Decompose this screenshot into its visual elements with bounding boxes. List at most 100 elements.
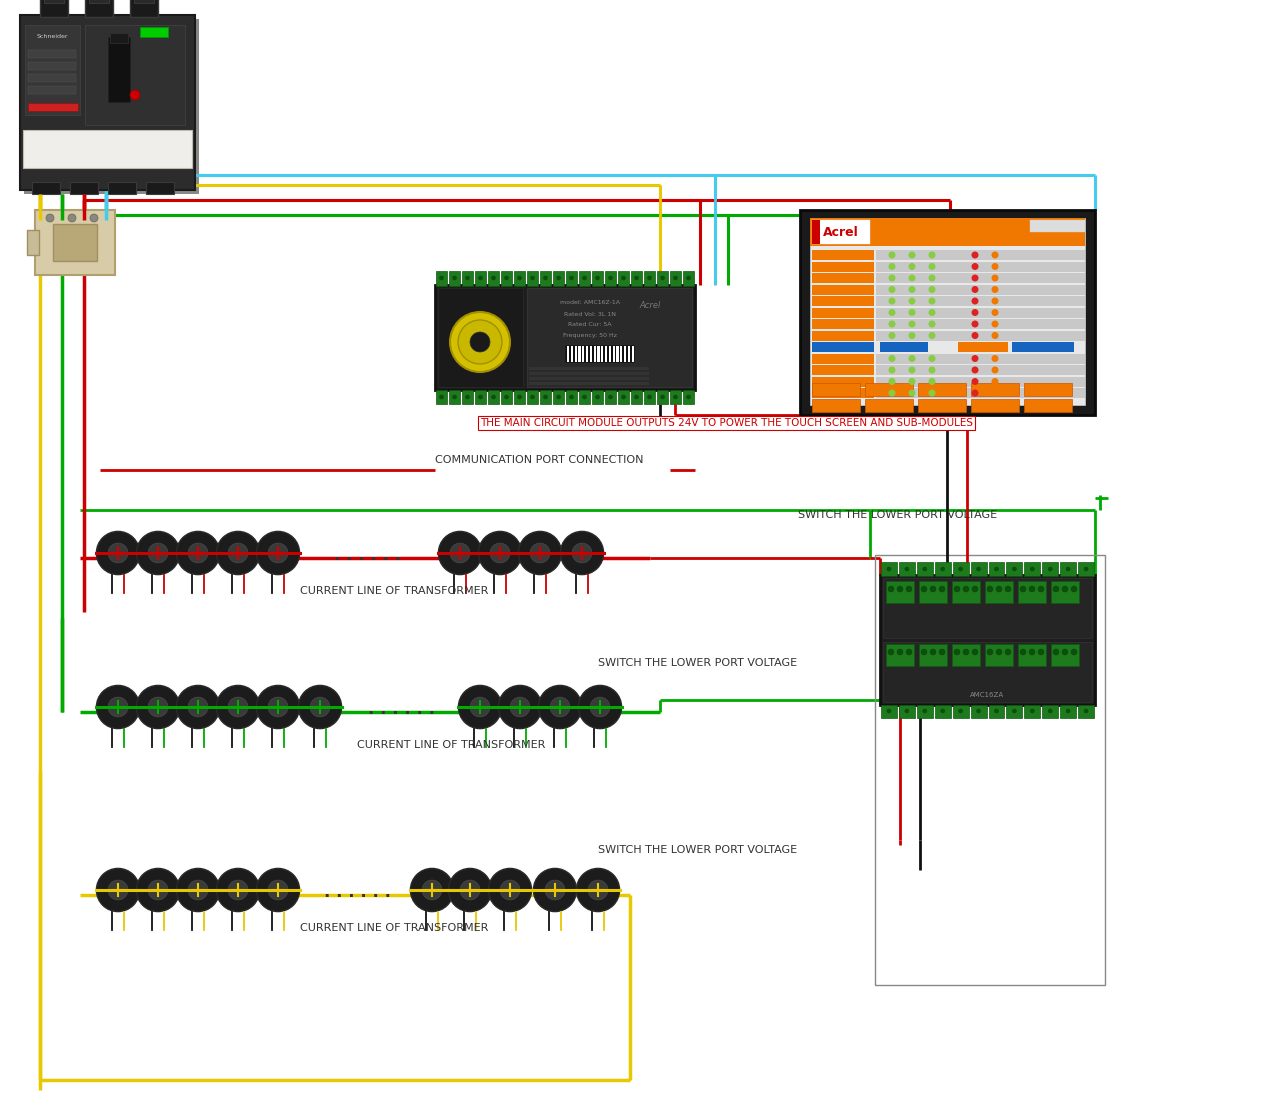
Circle shape bbox=[904, 709, 908, 713]
Bar bbox=[812, 383, 860, 396]
Circle shape bbox=[992, 309, 998, 316]
Bar bbox=[553, 271, 564, 286]
Bar bbox=[24, 19, 199, 195]
Circle shape bbox=[505, 395, 509, 399]
Circle shape bbox=[450, 312, 510, 372]
Circle shape bbox=[972, 286, 979, 293]
Circle shape bbox=[1020, 586, 1026, 593]
Circle shape bbox=[939, 650, 945, 655]
Bar bbox=[1078, 705, 1094, 718]
Bar bbox=[1025, 562, 1040, 576]
Circle shape bbox=[660, 276, 664, 280]
Bar bbox=[799, 210, 1095, 415]
Circle shape bbox=[908, 297, 916, 304]
Bar bbox=[883, 642, 1092, 702]
Bar bbox=[810, 218, 1085, 405]
Circle shape bbox=[1084, 709, 1088, 713]
Circle shape bbox=[930, 586, 936, 593]
Circle shape bbox=[478, 531, 521, 575]
Bar bbox=[110, 34, 128, 42]
Bar bbox=[812, 220, 820, 244]
Circle shape bbox=[137, 531, 180, 575]
Bar bbox=[27, 230, 39, 255]
Circle shape bbox=[972, 252, 979, 258]
Circle shape bbox=[176, 685, 220, 729]
Circle shape bbox=[987, 586, 993, 593]
Bar bbox=[130, 0, 158, 17]
Bar bbox=[875, 555, 1106, 985]
Circle shape bbox=[929, 389, 936, 397]
Circle shape bbox=[887, 709, 891, 713]
Circle shape bbox=[458, 685, 502, 729]
Bar bbox=[108, 37, 130, 102]
Circle shape bbox=[992, 275, 998, 282]
Bar bbox=[53, 224, 97, 260]
Bar bbox=[627, 345, 630, 362]
Circle shape bbox=[888, 356, 896, 362]
Circle shape bbox=[972, 367, 979, 373]
Bar bbox=[1007, 705, 1022, 718]
Circle shape bbox=[228, 698, 248, 717]
Circle shape bbox=[888, 297, 896, 304]
Circle shape bbox=[887, 567, 891, 571]
Bar bbox=[1060, 562, 1077, 576]
Circle shape bbox=[908, 389, 916, 397]
Bar bbox=[812, 319, 874, 329]
Circle shape bbox=[148, 880, 168, 900]
Circle shape bbox=[108, 880, 128, 900]
Text: COMMUNICATION PORT CONNECTION: COMMUNICATION PORT CONNECTION bbox=[435, 455, 644, 465]
Circle shape bbox=[216, 869, 259, 911]
Circle shape bbox=[992, 321, 998, 328]
Circle shape bbox=[687, 395, 691, 399]
Circle shape bbox=[929, 286, 936, 293]
Text: · · · · · ·: · · · · · · bbox=[324, 888, 391, 906]
Bar bbox=[529, 367, 649, 370]
Circle shape bbox=[108, 698, 128, 717]
Bar bbox=[145, 182, 175, 195]
Circle shape bbox=[929, 378, 936, 385]
Circle shape bbox=[941, 567, 945, 571]
Circle shape bbox=[96, 869, 139, 911]
Circle shape bbox=[1020, 650, 1026, 655]
Bar bbox=[880, 562, 897, 576]
Circle shape bbox=[423, 880, 441, 900]
Circle shape bbox=[1012, 709, 1016, 713]
Bar bbox=[935, 705, 951, 718]
Circle shape bbox=[1084, 567, 1088, 571]
Circle shape bbox=[1071, 586, 1077, 593]
Bar bbox=[578, 345, 581, 362]
Circle shape bbox=[908, 275, 916, 282]
Bar bbox=[89, 0, 109, 3]
Circle shape bbox=[310, 698, 330, 717]
Circle shape bbox=[569, 395, 573, 399]
Bar bbox=[474, 271, 486, 286]
Circle shape bbox=[460, 880, 479, 900]
Circle shape bbox=[972, 263, 979, 271]
Circle shape bbox=[648, 395, 651, 399]
Bar bbox=[529, 377, 649, 380]
Circle shape bbox=[510, 698, 530, 717]
Circle shape bbox=[578, 685, 621, 729]
Bar bbox=[28, 50, 76, 58]
Bar bbox=[875, 319, 1085, 329]
Circle shape bbox=[519, 531, 562, 575]
Bar bbox=[918, 581, 947, 603]
Circle shape bbox=[897, 586, 903, 593]
Circle shape bbox=[972, 332, 979, 339]
Bar bbox=[586, 345, 588, 362]
Bar bbox=[812, 273, 874, 283]
Bar bbox=[812, 296, 874, 306]
Circle shape bbox=[572, 543, 592, 562]
Bar bbox=[619, 271, 629, 286]
Bar bbox=[875, 262, 1085, 272]
Circle shape bbox=[996, 586, 1002, 593]
Circle shape bbox=[992, 286, 998, 293]
Bar bbox=[40, 0, 68, 17]
Text: · · · · · ·: · · · · · · bbox=[368, 705, 435, 723]
Circle shape bbox=[972, 586, 978, 593]
Bar bbox=[565, 271, 577, 286]
Bar bbox=[605, 390, 616, 404]
Circle shape bbox=[921, 586, 927, 593]
Bar bbox=[953, 581, 980, 603]
Bar bbox=[592, 271, 603, 286]
